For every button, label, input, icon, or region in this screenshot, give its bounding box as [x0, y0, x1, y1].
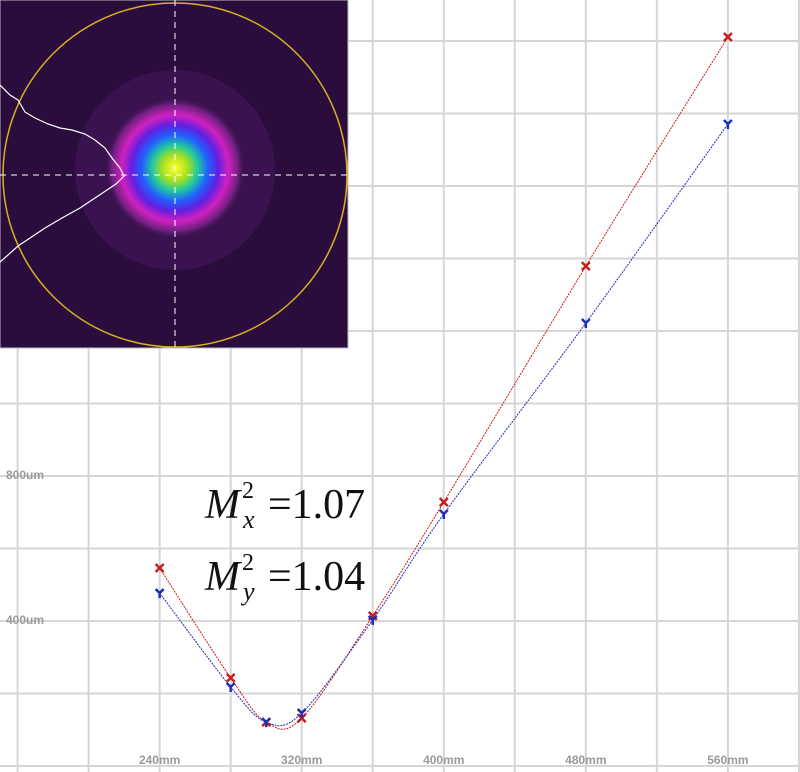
data-point — [225, 682, 236, 692]
data-point — [225, 673, 236, 683]
formula-sup: 2 — [242, 550, 254, 576]
formula-sup: 2 — [242, 478, 254, 504]
data-point — [154, 588, 165, 599]
data-point — [723, 32, 733, 42]
x-tick-label: 480mm — [565, 753, 606, 767]
formula-sub: y — [240, 577, 255, 606]
data-point — [438, 497, 449, 507]
data-point — [367, 615, 378, 625]
y-tick-label: 400um — [6, 613, 44, 627]
x-tick-label: 400mm — [423, 753, 464, 767]
plot — [154, 32, 733, 730]
data-point — [723, 119, 733, 129]
formula-value: =1.07 — [268, 482, 365, 528]
data-point — [296, 708, 307, 719]
formula-sub: x — [242, 505, 255, 534]
annotations: M 2x =1.07M 2y =1.04 — [204, 478, 365, 606]
series-line — [159, 36, 729, 730]
beam-image — [0, 0, 349, 349]
data-point — [580, 318, 591, 328]
profile-trace — [0, 84, 125, 263]
x-tick-label: 240mm — [139, 753, 180, 767]
x-tick-label: 560mm — [707, 753, 748, 767]
data-point — [154, 563, 165, 573]
formula-value: =1.04 — [268, 554, 365, 600]
formula-symbol: M — [204, 482, 242, 528]
formula-symbol: M — [204, 554, 242, 600]
y-tick-label: 800um — [6, 468, 44, 482]
x-tick-label: 320mm — [281, 753, 322, 767]
series-line — [159, 123, 729, 727]
data-point — [438, 509, 449, 520]
data-point — [261, 717, 272, 728]
data-point — [580, 261, 591, 271]
